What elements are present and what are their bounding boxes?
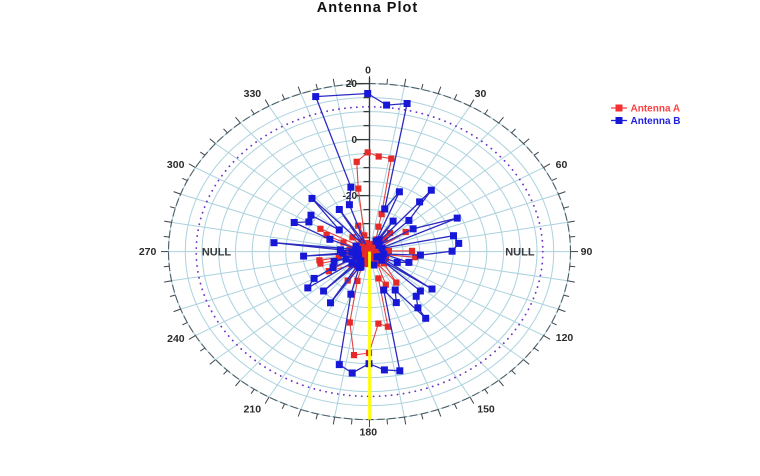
svg-text:270: 270 xyxy=(139,246,157,258)
svg-text:NULL: NULL xyxy=(202,246,232,258)
svg-text:90: 90 xyxy=(581,246,593,258)
svg-text:Antenna B: Antenna B xyxy=(631,116,681,127)
svg-text:60: 60 xyxy=(556,159,568,171)
svg-text:0: 0 xyxy=(365,65,371,77)
svg-text:180: 180 xyxy=(360,426,378,438)
svg-text:30: 30 xyxy=(475,88,487,100)
svg-text:120: 120 xyxy=(556,332,574,344)
svg-text:210: 210 xyxy=(244,404,262,416)
svg-text:150: 150 xyxy=(477,404,495,416)
svg-text:300: 300 xyxy=(167,159,185,171)
svg-text:20: 20 xyxy=(346,79,358,90)
svg-text:NULL: NULL xyxy=(505,246,535,258)
svg-text:Antenna A: Antenna A xyxy=(631,104,681,115)
svg-text:330: 330 xyxy=(244,88,262,100)
svg-text:0: 0 xyxy=(351,135,357,146)
svg-text:240: 240 xyxy=(167,333,185,345)
